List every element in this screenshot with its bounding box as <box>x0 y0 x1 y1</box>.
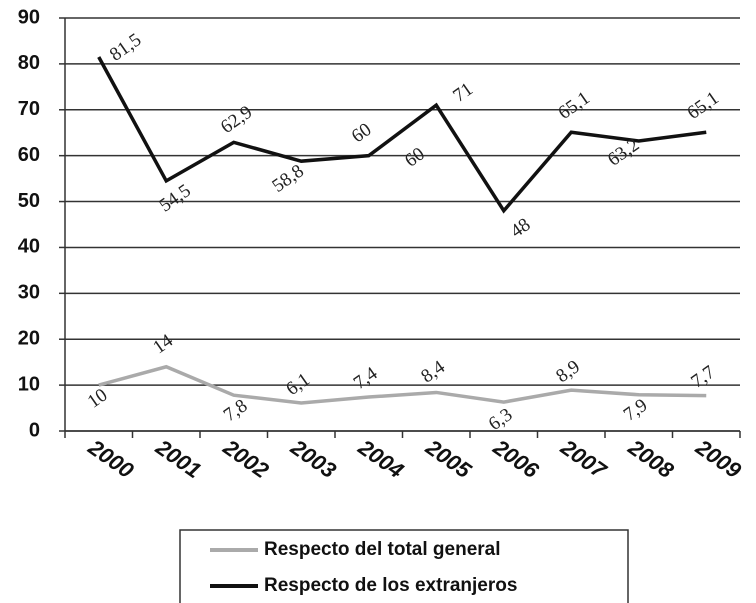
data-label: 7,9 <box>620 395 652 426</box>
data-label: 8,9 <box>552 356 584 387</box>
y-tick-label: 30 <box>18 282 40 304</box>
data-label: 7,4 <box>350 363 382 394</box>
data-label: 8,4 <box>417 356 449 387</box>
x-tick-label: 2001 <box>151 434 206 483</box>
data-label: 54,5 <box>155 180 194 216</box>
data-label: 14 <box>149 330 177 358</box>
x-tick-label: 2005 <box>421 434 477 484</box>
x-tick-label: 2006 <box>488 434 544 484</box>
data-label: 6,1 <box>282 369 313 400</box>
data-label: 48 <box>507 214 535 242</box>
y-tick-label: 90 <box>18 6 40 28</box>
y-tick-label: 20 <box>18 328 40 350</box>
data-label: 7,7 <box>687 362 719 393</box>
y-tick-label: 50 <box>18 190 40 212</box>
legend-label: Respecto de los extranjeros <box>264 575 517 596</box>
line <box>98 364 707 405</box>
data-label: 81,5 <box>106 29 145 65</box>
x-tick-label: 2008 <box>623 434 679 484</box>
y-tick-label: 10 <box>18 373 40 395</box>
x-tick-label: 2004 <box>353 434 408 483</box>
annotation: 60 <box>401 143 429 171</box>
x-tick-label: 2000 <box>83 434 139 484</box>
y-tick-label: 40 <box>18 236 40 258</box>
data-label: 58,8 <box>268 161 307 197</box>
x-tick-label: 2007 <box>556 434 613 484</box>
legend-label: Respecto del total general <box>264 539 501 560</box>
y-tick-label: 60 <box>18 144 40 166</box>
data-label: 10 <box>84 385 112 413</box>
data-label: 62,9 <box>217 102 256 138</box>
y-tick-label: 0 <box>29 419 40 441</box>
y-tick-label: 70 <box>18 98 40 120</box>
legend-box <box>179 529 629 603</box>
y-tick-label: 80 <box>18 52 40 74</box>
data-label: 65,1 <box>683 88 722 124</box>
line <box>97 56 707 214</box>
data-label: 71 <box>449 79 477 107</box>
data-label: 7,8 <box>220 395 251 426</box>
data-label: 65,1 <box>554 88 593 124</box>
legend: Respecto del total general Respecto de lo… <box>179 529 629 603</box>
x-tick-label: 2009 <box>691 434 747 484</box>
x-tick-label: 2002 <box>218 434 274 484</box>
data-label: 60 <box>348 119 376 147</box>
x-tick-label: 2003 <box>286 434 341 483</box>
